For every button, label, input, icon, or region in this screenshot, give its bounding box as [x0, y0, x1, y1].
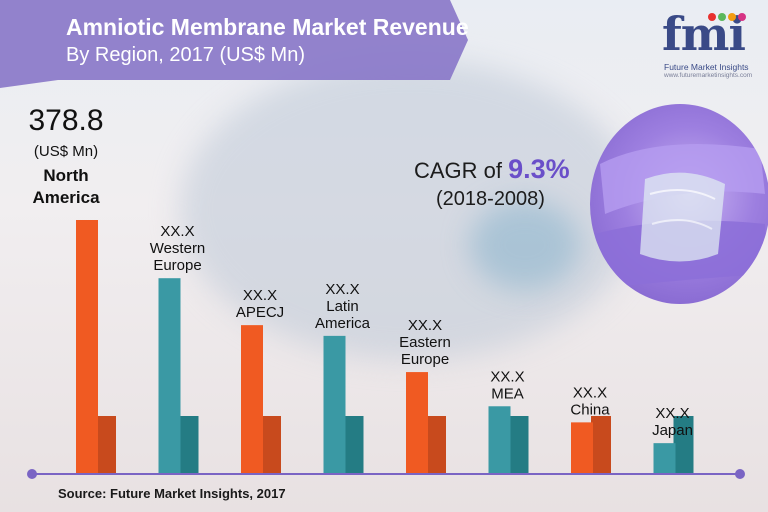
logo-dot-pink: [738, 13, 746, 21]
x-axis-start-dot: [27, 469, 37, 479]
unit-label: (US$ Mn): [34, 143, 98, 160]
value-label-japan: XX.X: [655, 405, 689, 422]
cagr-value: 9.3%: [508, 154, 570, 184]
background-eye: [470, 200, 580, 290]
bar-base-western-europe: [178, 416, 199, 474]
bar-apecj: [241, 325, 263, 474]
bar-china: [571, 422, 593, 474]
bar-japan: [653, 443, 676, 474]
bar-base-north-america: [96, 416, 116, 474]
category-label-western-europe-line2: Europe: [153, 257, 201, 274]
bar-western-europe: [158, 278, 181, 474]
category-label-japan-line1: Japan: [652, 422, 693, 439]
bar-base-mea: [508, 416, 529, 474]
bar-mea: [488, 406, 511, 474]
bar-eastern-europe: [406, 372, 428, 474]
bar-base-china: [591, 416, 611, 474]
cagr-callout: CAGR of 9.3%: [414, 154, 570, 185]
chart-subtitle: By Region, 2017 (US$ Mn): [66, 44, 306, 66]
category-label-eastern-europe-line2: Europe: [401, 351, 449, 368]
cagr-label: CAGR of: [414, 158, 509, 183]
value-label-north-america: 378.8: [28, 104, 103, 137]
title-banner-shape: [0, 0, 468, 88]
bar-base-japan: [673, 416, 694, 474]
chart-title: Amniotic Membrane Market Revenue: [66, 14, 469, 40]
logo-dot-green: [718, 13, 726, 21]
bars-group: [76, 220, 694, 474]
logo-dot-red: [708, 13, 716, 21]
logo-dot-orange: [728, 13, 736, 21]
bar-base-latin-america: [343, 416, 364, 474]
bar-base-apecj: [261, 416, 281, 474]
value-label-latin-america: XX.X: [325, 281, 359, 298]
value-label-mea: XX.X: [490, 368, 524, 385]
logo-url: www.futuremarketinsights.com: [664, 72, 753, 79]
bar-base-eastern-europe: [426, 416, 446, 474]
fmi-logo: fmi Future Market Insights www.futuremar…: [658, 8, 762, 80]
category-label-apecj-line1: APECJ: [236, 304, 284, 321]
labels-group: 378.8(US$ Mn)NorthAmericaXX.XWesternEuro…: [28, 104, 692, 439]
background-shading: [180, 60, 640, 360]
value-label-china: XX.X: [573, 384, 607, 401]
category-label-latin-america-line2: America: [315, 315, 371, 332]
bar-north-america: [76, 220, 98, 474]
category-label-north-america-line2: America: [32, 188, 100, 207]
title-banner: [0, 0, 468, 88]
cagr-period: (2018-2008): [436, 188, 545, 210]
logo-company-name: Future Market Insights: [664, 62, 749, 72]
category-label-eastern-europe-line1: Eastern: [399, 334, 451, 351]
membrane-illustration: [595, 144, 768, 289]
category-label-mea-line1: MEA: [491, 385, 524, 402]
x-axis-end-dot: [735, 469, 745, 479]
category-label-north-america-line1: North: [43, 166, 88, 185]
x-axis: [27, 469, 745, 479]
membrane-photo: [590, 104, 768, 304]
category-label-latin-america-line1: Latin: [326, 298, 359, 315]
bar-latin-america: [323, 335, 346, 474]
value-label-apecj: XX.X: [243, 287, 277, 304]
value-label-eastern-europe: XX.X: [408, 317, 442, 334]
value-label-western-europe: XX.X: [160, 223, 194, 240]
source-note: Source: Future Market Insights, 2017: [58, 486, 286, 501]
category-label-western-europe-line1: Western: [150, 240, 206, 257]
category-label-china-line1: China: [570, 401, 610, 418]
